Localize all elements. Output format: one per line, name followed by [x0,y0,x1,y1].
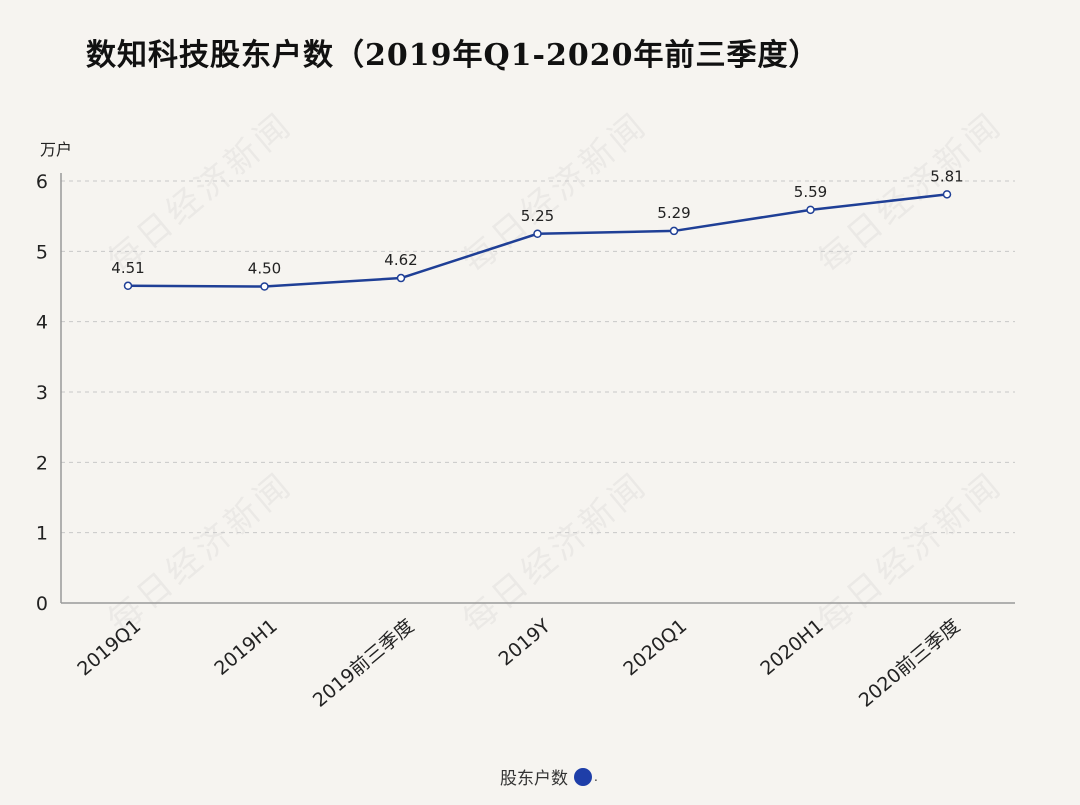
x-tick-label: 2019H1 [210,615,281,680]
x-tick-label: 2020H1 [756,615,827,680]
data-point [806,205,815,215]
data-label: 4.51 [111,259,144,277]
y-axis-unit-label: 万户 [40,140,73,159]
data-point [396,273,406,283]
y-tick-label: 6 [36,171,48,193]
data-label: 4.50 [248,260,281,278]
data-labels: 4.51 4.50 4.62 5.25 5.29 5.59 5.81 [111,167,963,277]
grid-lines [61,180,1015,534]
y-tick-label: 1 [36,523,48,545]
data-point [669,226,679,236]
data-point [260,282,269,291]
x-tick-label: 2019前三季度 [309,615,418,712]
data-label: 5.81 [930,167,963,185]
chart-title: 数知科技股东户数（2019年Q1-2020年前三季度） [86,38,820,73]
data-label: 4.62 [384,251,417,269]
y-tick-label: 3 [36,382,48,404]
legend-marker-icon [574,767,592,786]
data-point [123,281,133,291]
x-tick-labels: 2019Q1 2019H1 2019前三季度 2019Y 2020Q1 2020H1 202… [73,615,964,712]
x-tick-label: 2019Q1 [73,615,145,680]
x-tick-label: 2020Q1 [619,615,691,680]
y-tick-label: 0 [36,593,48,615]
series-layer [123,190,952,291]
y-tick-label: 2 [36,452,48,474]
legend: 股东户数 . [500,764,598,789]
data-label: 5.25 [521,207,554,225]
x-tick-label: 2020前三季度 [855,615,964,712]
axes [60,173,1015,604]
legend-label: 股东户数 [500,769,568,789]
x-tick-label: 2019Y [495,615,555,671]
y-tick-label: 5 [36,241,48,263]
y-tick-label: 4 [36,312,48,334]
data-label: 5.29 [657,204,690,222]
data-label: 5.59 [794,183,827,201]
data-point [533,229,542,238]
legend-period: . [594,769,598,784]
y-tick-labels: 0 1 2 3 4 5 6 [36,171,48,615]
data-point [942,190,952,199]
